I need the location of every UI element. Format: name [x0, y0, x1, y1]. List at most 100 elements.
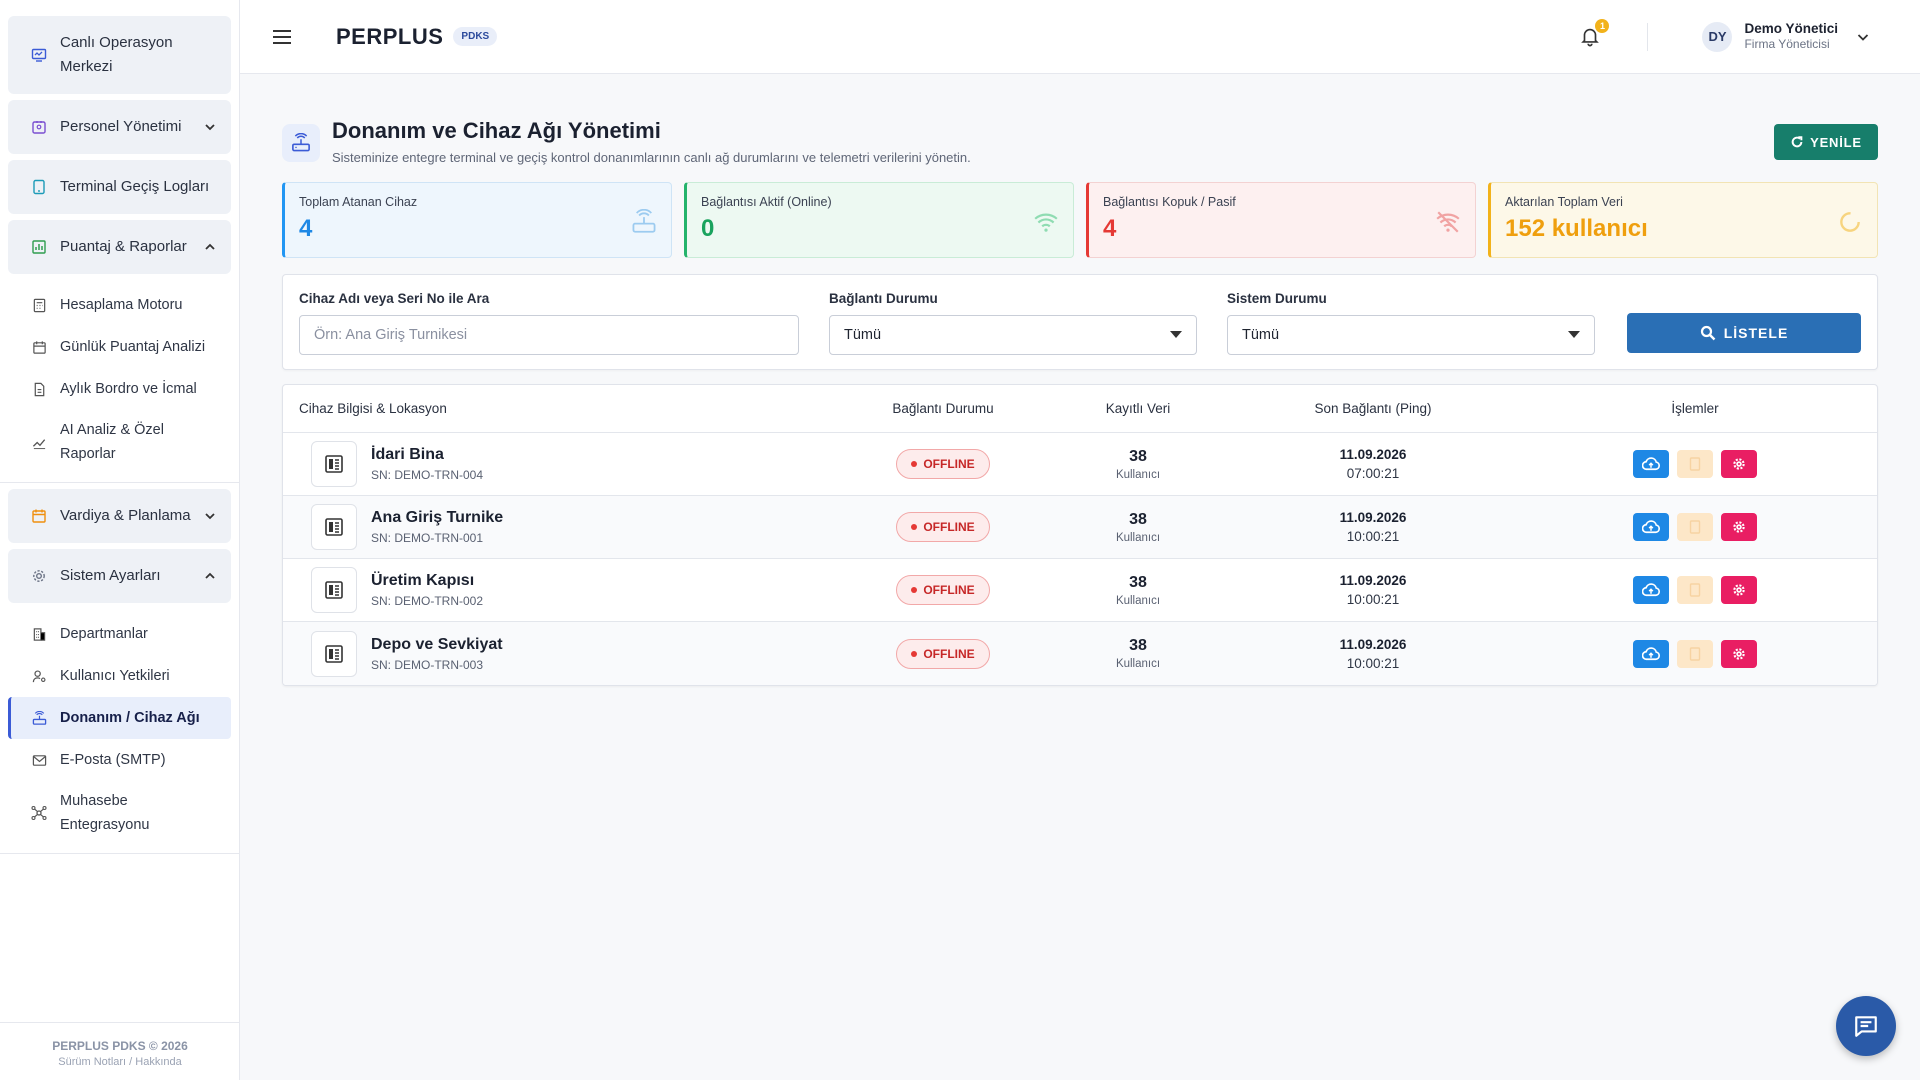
search-label: Cihaz Adı veya Seri No ile Ara — [299, 291, 490, 306]
data-count-cell: 38 Kullanıcı — [1043, 511, 1233, 544]
record-count-label: Kullanıcı — [1115, 594, 1161, 607]
cloud-sync-button[interactable] — [1633, 513, 1669, 541]
device-settings-button[interactable] — [1721, 639, 1757, 668]
calendar-edit-icon — [30, 507, 48, 525]
connection-status-select[interactable]: Tümü — [829, 315, 1197, 355]
stat-card-transferred-data: Aktarılan Toplam Veri 152 kullanıcı — [1488, 182, 1878, 258]
last-ping-cell: 11.09.2026 10:00:21 — [1233, 510, 1513, 544]
router-icon — [282, 124, 320, 162]
sidebar-item-accounting-integration[interactable]: Muhasebe Entegrasyonu — [8, 781, 231, 845]
gear-icon — [1733, 584, 1745, 596]
sidebar-group-system-settings[interactable]: Sistem Ayarları — [8, 549, 231, 603]
refresh-button[interactable]: YENİLE — [1774, 124, 1878, 160]
record-count: 38 — [1129, 637, 1147, 654]
table-row: Ana Giriş Turnike SN: DEMO-TRN-001 OFFLINE… — [283, 496, 1877, 559]
notification-count-badge: 1 — [1595, 18, 1610, 33]
sidebar-item-daily-timesheet[interactable]: Günlük Puantaj Analizi — [8, 326, 231, 368]
network-hub-icon — [30, 804, 48, 822]
sidebar-item-monthly-payroll[interactable]: Aylık Bordro ve İcmal — [8, 368, 231, 410]
column-header: Kayıtlı Veri — [1105, 401, 1171, 416]
trend-icon — [30, 433, 48, 451]
ping-time: 10:00:21 — [1346, 655, 1400, 671]
sidebar-item-email-smtp[interactable]: E-Posta (SMTP) — [8, 739, 231, 781]
user-name: Demo Yönetici — [1744, 21, 1838, 36]
terminal-icon — [311, 504, 357, 550]
sidebar-item-calculation-engine[interactable]: Hesaplama Motoru — [8, 284, 231, 326]
edit-device-button[interactable] — [1677, 576, 1713, 604]
edit-device-button[interactable] — [1677, 450, 1713, 478]
device-settings-button[interactable] — [1721, 513, 1757, 541]
cloud-sync-button[interactable] — [1633, 450, 1669, 478]
user-info: Demo Yönetici Firma Yöneticisi — [1744, 21, 1838, 52]
sidebar-group-shift-planning[interactable]: Vardiya & Planlama — [8, 489, 231, 543]
edit-device-button[interactable] — [1677, 639, 1713, 668]
tablet-icon — [30, 178, 48, 196]
user-menu[interactable]: DY Demo Yönetici Firma Yöneticisi — [1702, 21, 1870, 52]
sidebar-item-ai-analysis[interactable]: AI Analiz & Özel Raporlar — [8, 410, 231, 474]
record-count-label: Kullanıcı — [1115, 468, 1161, 481]
device-cell: Ana Giriş Turnike SN: DEMO-TRN-001 — [283, 504, 843, 550]
monitor-icon — [30, 46, 48, 64]
sidebar: Canlı Operasyon Merkezi Personel Yönetim… — [0, 0, 240, 1080]
sidebar-group-personnel[interactable]: Personel Yönetimi — [8, 100, 231, 154]
sidebar-item-label: Aylık Bordro ve İcmal — [60, 381, 197, 397]
chevron-up-icon — [205, 572, 215, 579]
sidebar-group-live-operations[interactable]: Canlı Operasyon Merkezi — [8, 16, 231, 94]
sidebar-item-departments[interactable]: Departmanlar — [8, 613, 231, 655]
sidebar-item-label: Hesaplama Motoru — [60, 297, 183, 313]
sidebar-item-hardware-network[interactable]: Donanım / Cihaz Ağı — [8, 697, 231, 739]
calendar-icon — [30, 338, 48, 356]
chevron-down-icon — [205, 124, 215, 131]
status-cell: OFFLINE — [843, 638, 1043, 669]
sidebar-item-label: AI Analiz & Özel Raporlar — [60, 422, 164, 462]
device-settings-button[interactable] — [1721, 576, 1757, 604]
connection-status-label: Bağlantı Durumu — [829, 291, 938, 306]
chat-button[interactable] — [1836, 996, 1896, 1056]
system-status-select[interactable]: Tümü — [1227, 315, 1595, 355]
sidebar-group-reports[interactable]: Puantaj & Raporlar — [8, 220, 231, 274]
select-value: Tümü — [844, 327, 882, 343]
wifi-icon — [1034, 213, 1058, 232]
stat-label: Aktarılan Toplam Veri — [1505, 195, 1623, 209]
menu-icon[interactable] — [270, 25, 294, 49]
cloud-sync-button[interactable] — [1633, 639, 1669, 668]
ping-date: 11.09.2026 — [1339, 447, 1407, 462]
notification-bell-icon[interactable]: 1 — [1579, 18, 1610, 49]
sync-icon — [1840, 212, 1860, 232]
device-cell: İdari Bina SN: DEMO-TRN-004 — [283, 441, 843, 487]
status-dot — [911, 524, 918, 530]
edit-device-button[interactable] — [1677, 513, 1713, 541]
gear-icon — [1733, 458, 1745, 470]
page-header: Donanım ve Cihaz Ağı Yönetimi Sisteminiz… — [282, 118, 1878, 180]
status-badge: OFFLINE — [896, 575, 990, 605]
sidebar-item-label: Günlük Puantaj Analizi — [60, 339, 206, 355]
sidebar-group-terminal-logs[interactable]: Terminal Geçiş Logları — [8, 160, 231, 214]
caret-down-icon — [1170, 331, 1182, 338]
device-info: Depo ve Sevkiyat SN: DEMO-TRN-003 — [371, 636, 503, 672]
stat-card-online: Bağlantısı Aktif (Online) 0 — [684, 182, 1074, 258]
header-actions: 1 DY Demo Yönetici Firma Yöneticisi — [1579, 0, 1920, 73]
list-button[interactable]: LİSTELE — [1627, 313, 1861, 353]
column-header: Son Bağlantı (Ping) — [1314, 401, 1432, 416]
device-cell: Depo ve Sevkiyat SN: DEMO-TRN-003 — [283, 630, 843, 677]
release-notes-link[interactable]: Sürüm Notları / Hakkında — [58, 1056, 182, 1068]
mail-icon — [30, 751, 48, 769]
search-input[interactable]: Örn: Ana Giriş Turnikesi — [299, 315, 799, 355]
terminal-icon — [311, 441, 357, 487]
brand-logo[interactable]: PERPLUS — [336, 23, 444, 49]
stat-value: 4 — [1103, 215, 1117, 242]
main-content: Donanım ve Cihaz Ağı Yönetimi Sisteminiz… — [282, 118, 1878, 686]
page-title: Donanım ve Cihaz Ağı Yönetimi — [332, 118, 661, 143]
status-dot — [911, 650, 918, 657]
actions-cell — [1513, 576, 1877, 604]
ping-date: 11.09.2026 — [1339, 636, 1407, 652]
divider — [0, 482, 239, 483]
sidebar-group-label: Vardiya & Planlama — [60, 507, 191, 524]
device-settings-button[interactable] — [1721, 450, 1757, 478]
device-name: İdari Bina — [371, 446, 444, 463]
table-body: İdari Bina SN: DEMO-TRN-004 OFFLINE 38 Kulla… — [283, 433, 1877, 685]
sidebar-item-user-permissions[interactable]: Kullanıcı Yetkileri — [8, 655, 231, 697]
stat-label: Bağlantısı Kopuk / Pasif — [1103, 195, 1236, 209]
cloud-sync-button[interactable] — [1633, 576, 1669, 604]
sidebar-group-label: Terminal Geçiş Logları — [60, 178, 210, 195]
